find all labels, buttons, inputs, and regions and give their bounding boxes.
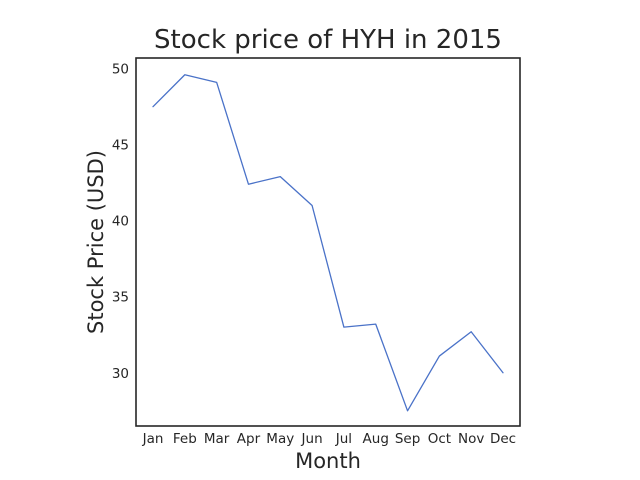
x-tick-label: Jul	[335, 431, 352, 447]
x-tick-label: Mar	[204, 431, 230, 447]
x-tick-label: Feb	[173, 431, 197, 447]
x-tick-label: Nov	[458, 431, 484, 447]
x-tick-label: Sep	[395, 431, 420, 447]
y-tick-label: 50	[112, 62, 129, 78]
series-layer	[152, 74, 504, 412]
y-tick-label: 40	[112, 214, 129, 230]
x-axis-label: Month	[295, 449, 361, 473]
x-axis-tick-labels: Jan Feb Mar Apr May Jun Jul Aug Sep Oct Nov Dec	[142, 431, 516, 447]
y-axis-label: Stock Price (USD)	[84, 150, 108, 334]
series-line-0	[152, 74, 504, 412]
plot-area-frame	[135, 57, 521, 427]
y-tick-label: 35	[112, 290, 129, 306]
y-tick-label: 30	[112, 366, 129, 382]
x-tick-label: Apr	[237, 431, 261, 447]
x-tick-label: Aug	[363, 431, 389, 447]
x-tick-label: May	[266, 431, 294, 447]
x-tick-label: Oct	[428, 431, 451, 447]
y-axis-tick-labels: 30 35 40 45 50	[112, 62, 129, 382]
y-tick-label: 45	[112, 138, 129, 154]
chart-title: Stock price of HYH in 2015	[154, 25, 502, 55]
x-tick-label: Dec	[490, 431, 516, 447]
x-tick-label: Jan	[142, 431, 164, 447]
x-tick-label: Jun	[301, 431, 323, 447]
